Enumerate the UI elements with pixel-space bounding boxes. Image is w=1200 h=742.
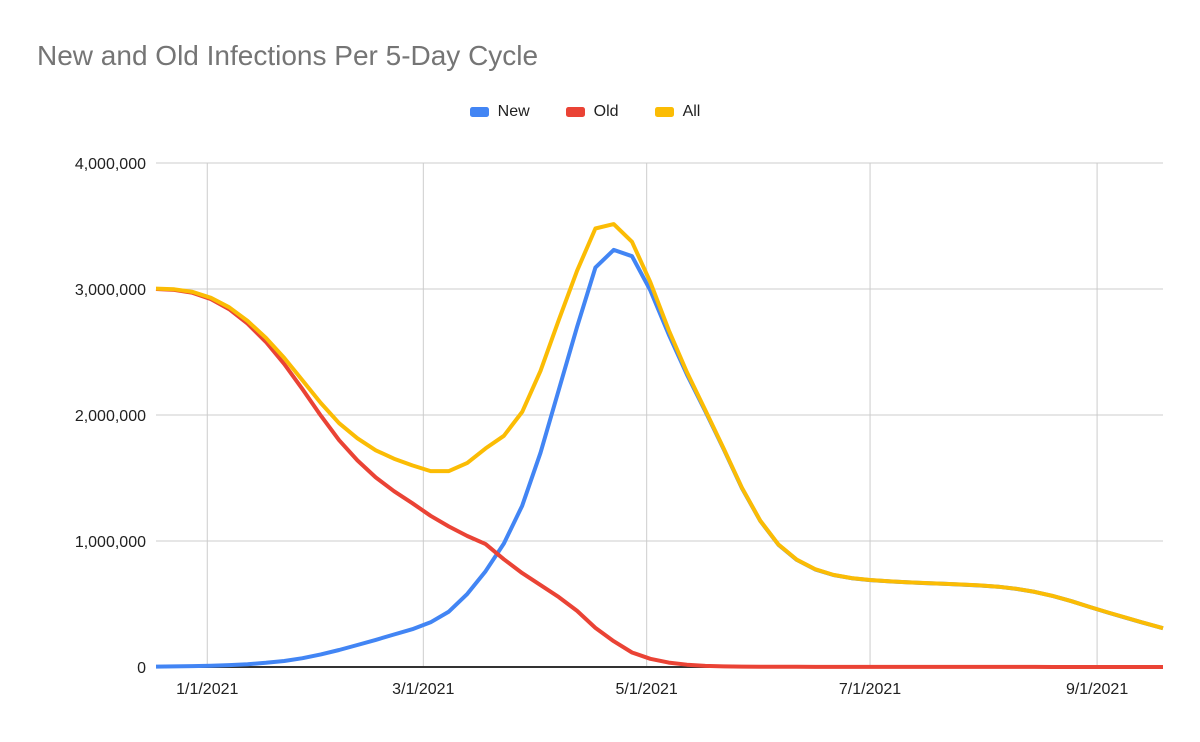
x-axis-tick-label: 1/1/2021 (176, 681, 238, 698)
legend-swatch-all (654, 107, 674, 117)
series-line-all[interactable] (155, 222, 1164, 631)
y-axis-tick-label: 3,000,000 (75, 282, 146, 299)
chart-title: New and Old Infections Per 5-Day Cycle (37, 40, 539, 71)
y-axis-tick-label: 1,000,000 (75, 534, 146, 551)
legend-item-new[interactable]: New (469, 102, 530, 122)
legend-item-old[interactable]: Old (565, 102, 619, 122)
chart-legend: New Old All (0, 102, 1170, 122)
series-line-new[interactable] (155, 247, 1164, 669)
legend-label: All (682, 103, 701, 120)
y-axis-tick-label: 4,000,000 (75, 156, 146, 173)
series-line-old[interactable] (155, 287, 1163, 669)
legend-label: New (497, 103, 530, 120)
x-axis-tick-label: 3/1/2021 (392, 681, 454, 698)
legend-swatch-old (565, 107, 585, 117)
y-axis-tick-label: 0 (137, 660, 146, 677)
legend-swatch-new (469, 107, 489, 117)
legend-item-all[interactable]: All (654, 102, 701, 122)
x-axis-tick-label: 9/1/2021 (1066, 681, 1128, 698)
x-axis-tick-label: 7/1/2021 (839, 681, 901, 698)
legend-label: Old (593, 103, 619, 120)
y-axis-tick-label: 2,000,000 (75, 408, 146, 425)
x-axis-tick-label: 5/1/2021 (616, 681, 678, 698)
